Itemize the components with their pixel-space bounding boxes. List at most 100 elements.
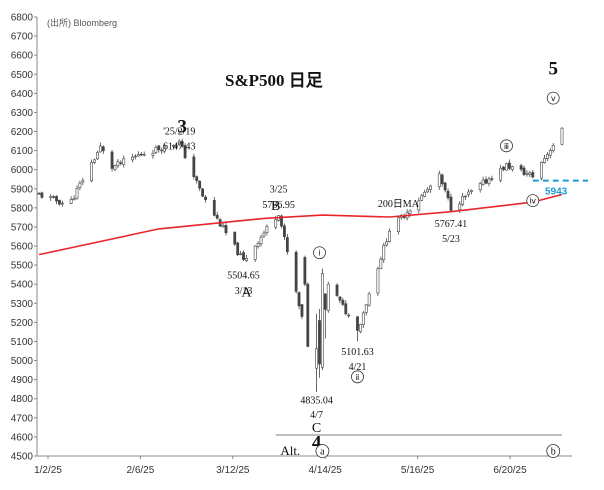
candle-body bbox=[376, 268, 380, 294]
candle-body bbox=[487, 178, 491, 184]
candle-body bbox=[423, 191, 427, 197]
y-tick-label: 6700 bbox=[11, 32, 34, 43]
y-tick-label: 4600 bbox=[11, 432, 34, 443]
candle-body bbox=[531, 172, 535, 178]
price-annotation: 3/13 bbox=[235, 286, 253, 297]
candle-body bbox=[233, 231, 237, 245]
x-tick-label: 1/2/25 bbox=[34, 465, 62, 476]
ma-label: 200日MA bbox=[378, 199, 420, 210]
candle-body bbox=[69, 199, 73, 204]
candle-body bbox=[449, 196, 453, 211]
candle-body bbox=[139, 153, 143, 156]
x-tick-label: 6/20/25 bbox=[493, 465, 527, 476]
y-tick-label: 4700 bbox=[11, 413, 34, 424]
candle-body bbox=[543, 158, 546, 164]
price-annotation: '25/2/19 bbox=[163, 126, 195, 137]
price-annotation: 4/7 bbox=[310, 410, 323, 421]
candle-body bbox=[177, 140, 181, 145]
candle-body bbox=[344, 303, 348, 315]
source-label: (出所) Bloomberg bbox=[47, 17, 117, 28]
wave-label: 5 bbox=[548, 58, 558, 79]
y-tick-label: 6400 bbox=[11, 89, 34, 100]
candle-body bbox=[142, 154, 146, 156]
candle-body bbox=[560, 127, 564, 145]
y-tick-label: 5400 bbox=[11, 280, 34, 291]
candle-body bbox=[283, 225, 286, 238]
candle-body bbox=[505, 163, 508, 171]
candle-body bbox=[548, 150, 552, 156]
candle-body bbox=[478, 183, 482, 191]
wave-label: B bbox=[271, 199, 280, 214]
candle-body bbox=[551, 145, 555, 151]
subwave-circle bbox=[546, 91, 560, 105]
y-tick-label: 6300 bbox=[11, 108, 34, 119]
y-tick-label: 6800 bbox=[11, 13, 34, 24]
candle-body bbox=[461, 196, 465, 205]
candle-body bbox=[163, 144, 167, 152]
candle-body bbox=[72, 198, 76, 201]
candle-body bbox=[297, 292, 301, 307]
candle-body bbox=[212, 200, 216, 216]
candle-body bbox=[402, 216, 406, 218]
subwave-label: ⅴ bbox=[551, 94, 556, 103]
x-tick-label: 3/12/25 bbox=[216, 465, 250, 476]
y-tick-label: 6500 bbox=[11, 70, 34, 81]
y-tick-label: 4500 bbox=[11, 452, 34, 463]
subwave-label: ⅳ bbox=[530, 197, 537, 206]
candle-body bbox=[131, 156, 134, 161]
y-tick-label: 5300 bbox=[11, 299, 34, 310]
candle-body bbox=[361, 312, 365, 325]
candle-body bbox=[285, 237, 289, 253]
price-annotation: 4835.04 bbox=[300, 396, 333, 407]
candle-body bbox=[151, 152, 155, 156]
candle-body bbox=[245, 257, 248, 261]
y-tick-label: 6100 bbox=[11, 146, 34, 157]
candle-body bbox=[321, 273, 324, 368]
chart-grid bbox=[36, 17, 572, 457]
candle-body bbox=[470, 190, 473, 192]
candle-body bbox=[49, 196, 53, 199]
candle-body bbox=[198, 180, 202, 189]
candle-body bbox=[318, 320, 321, 365]
wave-label: 3 bbox=[177, 116, 187, 137]
subwave-circle bbox=[526, 194, 540, 208]
alt-wave-circle bbox=[315, 444, 330, 458]
candle-body bbox=[545, 153, 549, 159]
candle-body bbox=[78, 182, 82, 188]
candle-body bbox=[429, 185, 432, 190]
candle-body bbox=[417, 200, 421, 211]
candle-body bbox=[215, 214, 219, 219]
subwave-circle bbox=[313, 246, 326, 260]
candle-body bbox=[224, 225, 228, 234]
reference-line-label: 5943 bbox=[545, 187, 568, 198]
y-tick-label: 5600 bbox=[11, 242, 34, 253]
candle-body bbox=[458, 203, 462, 210]
candle-body bbox=[192, 156, 196, 178]
candle-body bbox=[440, 174, 444, 185]
candle-body bbox=[335, 284, 339, 296]
subwave-label: ⅰ bbox=[318, 249, 320, 258]
candle-body bbox=[201, 188, 205, 197]
candle-body bbox=[204, 196, 207, 201]
candle-body bbox=[525, 172, 529, 175]
candle-body bbox=[300, 304, 304, 317]
candle-body bbox=[101, 146, 105, 152]
candle-body bbox=[396, 217, 400, 232]
candle-body bbox=[356, 316, 359, 331]
candle-body bbox=[253, 245, 257, 260]
candle-body bbox=[55, 196, 58, 202]
candle-body bbox=[256, 242, 260, 247]
candle-body bbox=[93, 159, 96, 163]
y-tick-label: 4900 bbox=[11, 375, 34, 386]
candle-body bbox=[98, 145, 102, 153]
subwave-circle bbox=[500, 139, 513, 153]
candle-body bbox=[239, 253, 243, 255]
candle-body bbox=[326, 283, 330, 311]
candle-body bbox=[52, 196, 56, 198]
candle-body bbox=[379, 258, 383, 269]
price-annotation: 5/23 bbox=[442, 234, 460, 245]
alt-wave-label: b bbox=[551, 447, 556, 458]
price-annotation: 5767.41 bbox=[435, 219, 468, 230]
y-tick-label: 4800 bbox=[11, 394, 34, 405]
